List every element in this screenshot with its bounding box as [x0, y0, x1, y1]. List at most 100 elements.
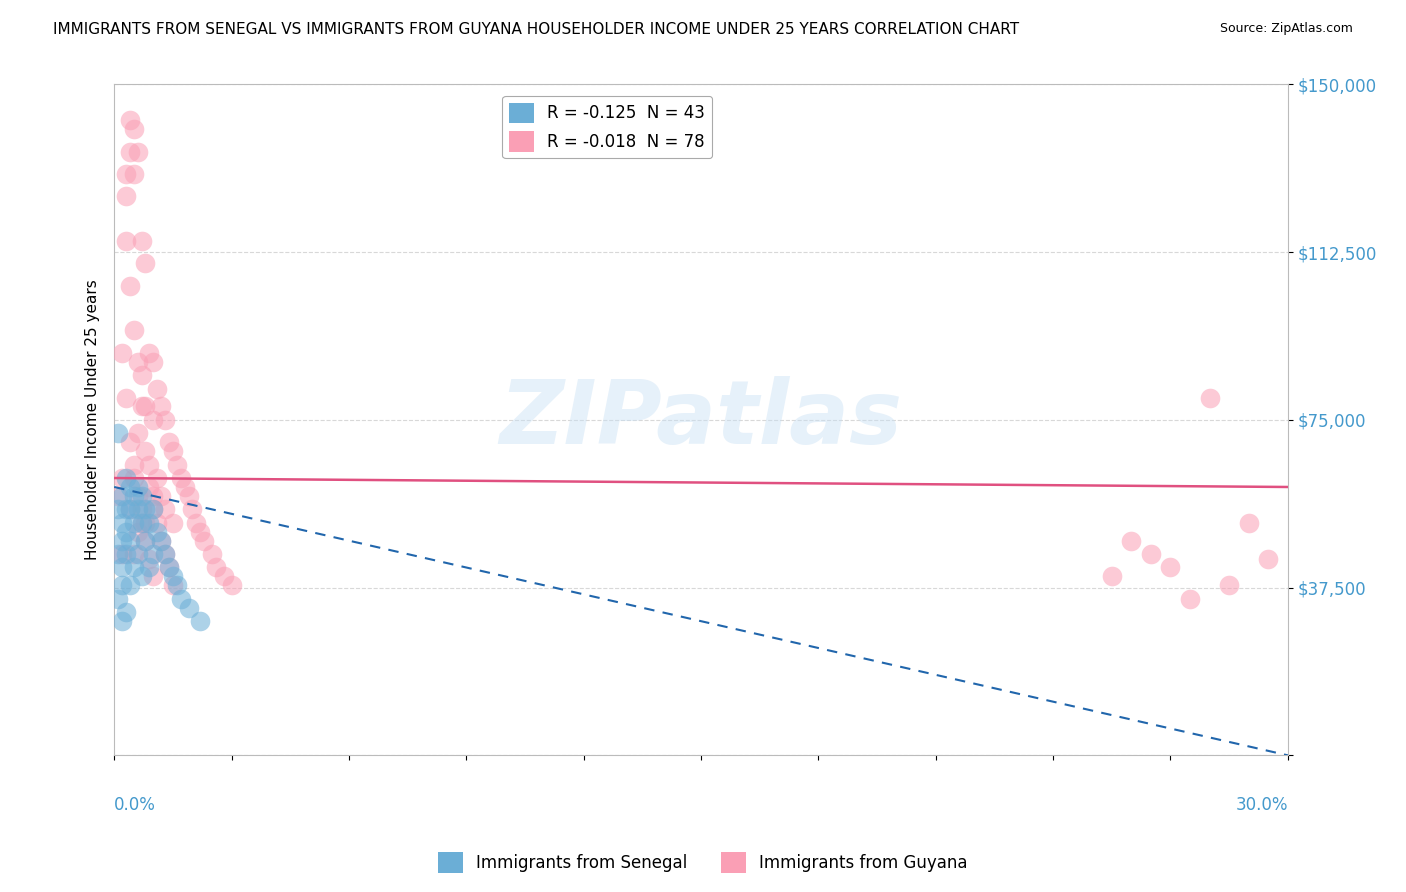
Legend: R = -0.125  N = 43, R = -0.018  N = 78: R = -0.125 N = 43, R = -0.018 N = 78 — [502, 96, 711, 159]
Point — [1140, 547, 1163, 561]
Point — [134, 444, 156, 458]
Point — [127, 480, 149, 494]
Point — [134, 516, 156, 530]
Point — [162, 444, 184, 458]
Point — [142, 547, 165, 561]
Point — [111, 489, 134, 503]
Point — [127, 524, 149, 539]
Point — [115, 391, 138, 405]
Point — [118, 145, 141, 159]
Point — [122, 516, 145, 530]
Point — [122, 489, 145, 503]
Point — [118, 502, 141, 516]
Point — [193, 533, 215, 548]
Point — [115, 167, 138, 181]
Point — [142, 502, 165, 516]
Point — [131, 569, 153, 583]
Point — [188, 524, 211, 539]
Point — [138, 346, 160, 360]
Point — [118, 502, 141, 516]
Point — [134, 533, 156, 548]
Point — [115, 471, 138, 485]
Point — [162, 516, 184, 530]
Point — [115, 234, 138, 248]
Point — [1101, 569, 1123, 583]
Point — [138, 458, 160, 472]
Point — [142, 489, 165, 503]
Point — [138, 551, 160, 566]
Point — [118, 578, 141, 592]
Point — [107, 426, 129, 441]
Point — [122, 122, 145, 136]
Point — [111, 560, 134, 574]
Point — [1178, 591, 1201, 606]
Point — [170, 591, 193, 606]
Point — [150, 489, 173, 503]
Point — [146, 471, 169, 485]
Point — [111, 471, 134, 485]
Point — [122, 323, 145, 337]
Point — [111, 578, 134, 592]
Point — [131, 234, 153, 248]
Point — [118, 533, 141, 548]
Point — [127, 502, 149, 516]
Point — [1237, 516, 1260, 530]
Point — [122, 471, 145, 485]
Point — [127, 145, 149, 159]
Point — [186, 516, 208, 530]
Point — [131, 502, 153, 516]
Point — [134, 256, 156, 270]
Point — [1159, 560, 1181, 574]
Point — [138, 516, 160, 530]
Point — [127, 355, 149, 369]
Point — [127, 426, 149, 441]
Point — [212, 569, 235, 583]
Text: ZIPatlas: ZIPatlas — [499, 376, 903, 464]
Point — [131, 400, 153, 414]
Text: Source: ZipAtlas.com: Source: ZipAtlas.com — [1219, 22, 1353, 36]
Point — [115, 189, 138, 203]
Point — [177, 489, 200, 503]
Point — [122, 458, 145, 472]
Point — [122, 547, 145, 561]
Point — [153, 547, 176, 561]
Point — [1198, 391, 1220, 405]
Point — [142, 502, 165, 516]
Point — [146, 382, 169, 396]
Point — [138, 560, 160, 574]
Point — [153, 502, 176, 516]
Point — [162, 569, 184, 583]
Point — [131, 516, 153, 530]
Point — [146, 516, 169, 530]
Point — [162, 578, 184, 592]
Point — [134, 400, 156, 414]
Point — [107, 591, 129, 606]
Point — [157, 560, 180, 574]
Point — [107, 547, 129, 561]
Point — [188, 614, 211, 628]
Point — [142, 569, 165, 583]
Point — [122, 560, 145, 574]
Point — [118, 278, 141, 293]
Point — [131, 368, 153, 383]
Point — [138, 480, 160, 494]
Point — [118, 113, 141, 128]
Point — [134, 533, 156, 548]
Point — [111, 346, 134, 360]
Point — [107, 502, 129, 516]
Text: IMMIGRANTS FROM SENEGAL VS IMMIGRANTS FROM GUYANA HOUSEHOLDER INCOME UNDER 25 YE: IMMIGRANTS FROM SENEGAL VS IMMIGRANTS FR… — [53, 22, 1019, 37]
Point — [153, 413, 176, 427]
Point — [1218, 578, 1240, 592]
Point — [146, 524, 169, 539]
Legend: Immigrants from Senegal, Immigrants from Guyana: Immigrants from Senegal, Immigrants from… — [432, 846, 974, 880]
Point — [122, 167, 145, 181]
Point — [150, 533, 173, 548]
Point — [1257, 551, 1279, 566]
Point — [127, 489, 149, 503]
Point — [142, 413, 165, 427]
Point — [153, 547, 176, 561]
Point — [142, 355, 165, 369]
Point — [115, 547, 138, 561]
Point — [177, 600, 200, 615]
Point — [111, 614, 134, 628]
